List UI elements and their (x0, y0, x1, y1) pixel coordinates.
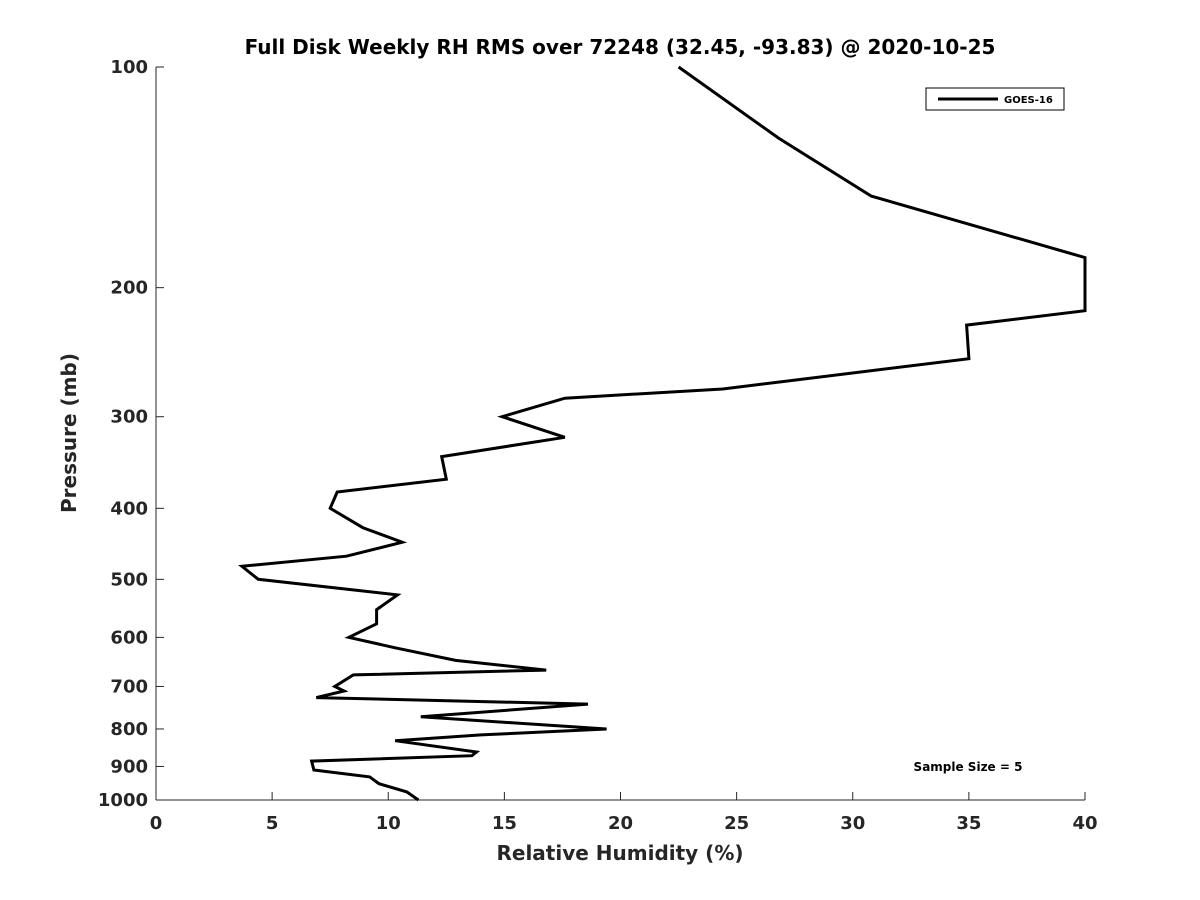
y-tick-label: 100 (110, 57, 148, 78)
y-tick-label: 600 (110, 627, 148, 648)
x-tick-label: 25 (724, 813, 749, 834)
y-axis-ticks: 100 200 300 400 500 600 700 800 900 1000 (98, 57, 164, 811)
x-tick-label: 30 (840, 813, 865, 834)
y-tick-label: 300 (110, 407, 148, 428)
x-tick-label: 20 (608, 813, 633, 834)
y-tick-label: 1000 (98, 790, 148, 811)
y-axis-label: Pressure (mb) (57, 353, 81, 513)
x-tick-label: 0 (150, 813, 163, 834)
chart-title: Full Disk Weekly RH RMS over 72248 (32.4… (245, 35, 996, 59)
legend-entry-goes-16: GOES-16 (1004, 95, 1053, 106)
series-line-goes-16 (238, 65, 1087, 802)
legend: GOES-16 (925, 87, 1065, 111)
x-axis-label: Relative Humidity (%) (496, 841, 743, 865)
plot-area (156, 67, 1085, 800)
y-tick-label: 200 (110, 278, 148, 299)
x-tick-label: 40 (1072, 813, 1097, 834)
x-tick-label: 15 (492, 813, 517, 834)
x-axis-ticks: 0 5 10 15 20 25 30 35 40 (150, 792, 1098, 834)
x-tick-label: 5 (266, 813, 279, 834)
x-tick-label: 35 (956, 813, 981, 834)
y-tick-label: 500 (110, 569, 148, 590)
y-tick-label: 900 (110, 756, 148, 777)
y-tick-label: 400 (110, 498, 148, 519)
y-tick-label: 800 (110, 719, 148, 740)
series-group (238, 65, 1087, 802)
y-tick-label: 700 (110, 676, 148, 697)
x-tick-label: 10 (376, 813, 401, 834)
sample-size-annotation: Sample Size = 5 (914, 760, 1023, 774)
